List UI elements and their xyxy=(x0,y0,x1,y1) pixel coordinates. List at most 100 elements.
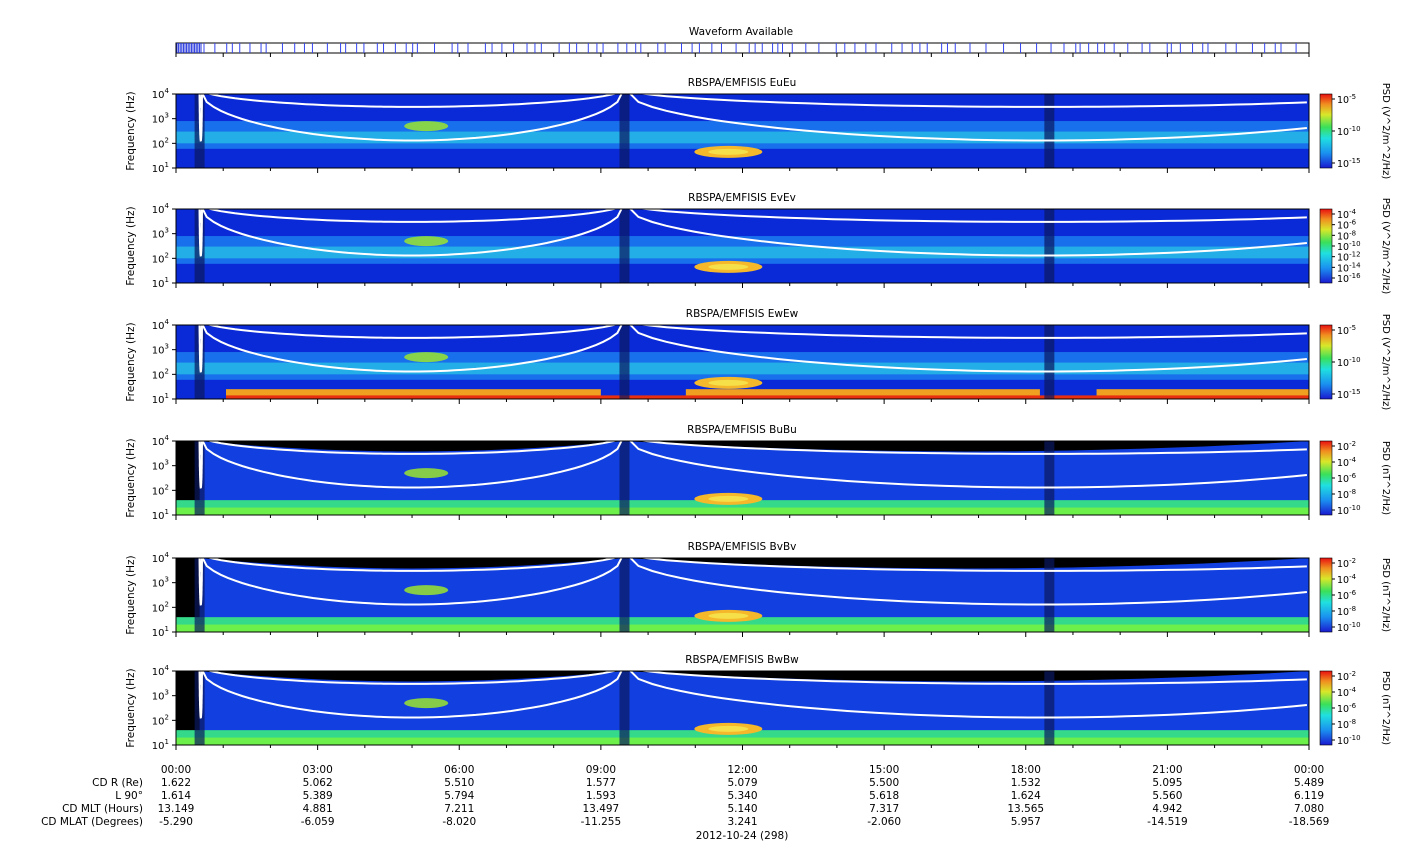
hiss-band xyxy=(176,246,1309,259)
colorbar xyxy=(1319,557,1333,633)
cyclotron-curve xyxy=(198,209,203,257)
y-tick-label: 102 xyxy=(152,600,169,614)
ephemeris-value: 7.211 xyxy=(444,803,475,815)
colorbar-label: PSD (nT^2/Hz) xyxy=(1380,441,1391,515)
colorbar xyxy=(1319,670,1333,746)
y-tick-label: 101 xyxy=(152,625,169,639)
ephemeris-value: 1.624 xyxy=(1010,790,1041,802)
plasma-region xyxy=(199,558,625,632)
ephemeris-value: -5.290 xyxy=(159,816,193,828)
colorbar-tick-label: 10-2 xyxy=(1337,440,1356,453)
perigee-column xyxy=(1044,94,1055,168)
cyclotron-curve xyxy=(629,441,1307,489)
ephemeris-value: 5.510 xyxy=(444,777,475,789)
colorbar-label: PSD (nT^2/Hz) xyxy=(1380,671,1391,745)
colorbar-label: PSD (V^2/m^2/Hz) xyxy=(1380,198,1391,295)
cyclotron-curve xyxy=(629,94,1307,142)
y-tick-label: 104 xyxy=(152,551,170,565)
colorbar-tick-label: 10-8 xyxy=(1337,605,1356,618)
colorbar xyxy=(1319,93,1333,169)
colorbar-tick-label: 10-4 xyxy=(1337,686,1357,699)
colorbar xyxy=(1319,208,1333,284)
x-time-label: 21:00 xyxy=(1152,764,1183,776)
ephemeris-value: 5.957 xyxy=(1010,816,1041,828)
perigee-column xyxy=(619,671,630,745)
colorbar-tick-label: 10-10 xyxy=(1337,504,1361,517)
y-axis-label: Frequency (Hz) xyxy=(125,438,137,517)
emission-blob xyxy=(404,121,449,132)
upper-hybrid-curve xyxy=(206,209,618,223)
colorbar-tick-label: 10-4 xyxy=(1337,573,1357,586)
colorbar-tick-label: 10-6 xyxy=(1337,472,1357,485)
cyclotron-curve xyxy=(629,558,1307,606)
panel-title: RBSPA/EMFISIS BvBv xyxy=(688,542,797,553)
y-axis-label: Frequency (Hz) xyxy=(125,322,137,401)
upper-hybrid-curve xyxy=(206,325,618,339)
y-tick-label: 103 xyxy=(152,343,169,357)
ephemeris-value: 5.389 xyxy=(302,790,333,802)
ephemeris-value: -11.255 xyxy=(580,816,622,828)
ephem-label-r: CD R (Re) xyxy=(92,777,143,789)
upper-hybrid-curve xyxy=(206,94,618,108)
colorbar-tick-label: 10-5 xyxy=(1337,93,1356,106)
perigee-column xyxy=(1044,441,1055,515)
ephemeris-value: 1.532 xyxy=(1010,777,1041,789)
y-tick-label: 102 xyxy=(152,251,169,265)
cyclotron-curve xyxy=(201,325,623,373)
chorus-core xyxy=(708,612,749,619)
colorbar-tick-label: 10-2 xyxy=(1337,557,1356,570)
chorus-core xyxy=(708,495,749,502)
ephemeris-value: 7.080 xyxy=(1293,803,1325,815)
y-tick-label: 102 xyxy=(152,367,169,381)
ephemeris-value: -2.060 xyxy=(867,816,902,828)
x-time-label: 09:00 xyxy=(585,764,617,776)
y-tick-label: 103 xyxy=(152,459,169,473)
perigee-column xyxy=(619,441,630,515)
colorbar-tick-label: 10-16 xyxy=(1337,272,1361,285)
ephemeris-value: 7.317 xyxy=(869,803,900,815)
ephemeris-value: 3.241 xyxy=(727,816,758,828)
y-tick-label: 103 xyxy=(152,112,169,126)
perigee-column xyxy=(1044,209,1055,283)
colorbar xyxy=(1319,324,1333,400)
spectrogram-panel-5: RBSPA/EMFISIS BvBv 101 102 103 104 Frequency … xyxy=(125,542,1391,639)
ephemeris-value: 5.489 xyxy=(1293,777,1325,789)
y-tick-label: 102 xyxy=(152,713,169,727)
ephemeris-value: 5.340 xyxy=(727,790,758,802)
chorus-core xyxy=(708,379,749,386)
perigee-column xyxy=(1044,671,1055,745)
cyclotron-curve xyxy=(198,325,203,373)
x-time-label: 00:00 xyxy=(1293,764,1325,776)
colorbar-tick-label: 10-6 xyxy=(1337,589,1357,602)
emission-blob xyxy=(404,352,449,363)
ephemeris-value: 5.500 xyxy=(869,777,900,789)
colorbar-tick-label: 10-10 xyxy=(1337,734,1361,747)
waveform-strip xyxy=(175,42,1310,57)
cyclotron-curve xyxy=(201,558,623,606)
emission-blob xyxy=(404,585,449,596)
ephemeris-value: 1.622 xyxy=(160,777,192,789)
y-tick-label: 103 xyxy=(152,227,169,241)
ephemeris-value: 5.794 xyxy=(444,790,475,802)
upper-hybrid-curve xyxy=(638,209,1307,223)
plasma-region xyxy=(624,558,1309,632)
panel-title: RBSPA/EMFISIS BwBw xyxy=(685,655,799,666)
emission-blob xyxy=(404,468,449,479)
colorbar-label: PSD (V^2/m^2/Hz) xyxy=(1380,83,1391,180)
low-band-orange xyxy=(685,389,1040,399)
colorbar-tick-label: 10-8 xyxy=(1337,488,1356,501)
cyclotron-curve xyxy=(201,671,623,719)
waveform-title: Waveform Available xyxy=(688,26,794,38)
cyclotron-curve xyxy=(201,94,623,142)
ephemeris-value: 6.119 xyxy=(1293,790,1325,802)
upper-hybrid-curve xyxy=(206,441,618,455)
cyclotron-curve xyxy=(198,94,203,142)
y-axis-label: Frequency (Hz) xyxy=(125,91,137,170)
ephemeris-value: -18.569 xyxy=(1288,816,1330,828)
ephemeris-value: 13.149 xyxy=(157,803,195,815)
chorus-core xyxy=(708,263,749,270)
chorus-core xyxy=(708,725,749,732)
panel-title: RBSPA/EMFISIS EvEv xyxy=(688,193,796,204)
colorbar-tick-label: 10-5 xyxy=(1337,324,1356,337)
y-tick-label: 101 xyxy=(152,392,169,406)
